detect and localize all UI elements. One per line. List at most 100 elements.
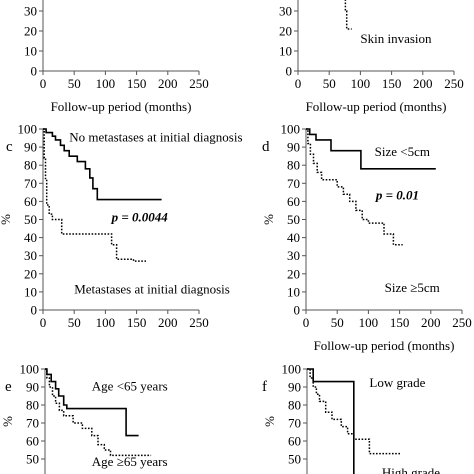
y-tick-label: 40 [287,230,300,245]
x-tick-label: 50 [68,315,81,330]
y-tick-label: 70 [288,416,301,431]
panel-label-c: c [6,139,13,155]
y-tick-label: 10 [24,44,37,59]
y-tick-label: 60 [287,194,300,209]
y-tick-label: 70 [287,176,300,191]
x-tick-label: 150 [127,315,147,330]
y-tick-label: 30 [24,4,37,19]
x-tick-label: 100 [96,76,116,91]
curve-label: High grade [382,465,440,474]
panel-b: 010203040050100150200250Follow-up period… [279,0,464,114]
x-tick-label: 200 [158,315,178,330]
y-tick-label: 10 [279,44,292,59]
x-tick-label: 250 [444,76,464,91]
y-axis-title: % [262,416,277,427]
y-tick-label: 50 [287,212,300,227]
y-tick-label: 10 [287,284,300,299]
panel-label-e: e [5,379,12,395]
y-tick-label: 90 [288,380,301,395]
y-tick-label: 90 [26,380,39,395]
y-tick-label: 80 [24,158,37,173]
y-tick-label: 20 [24,24,37,39]
x-tick-label: 200 [158,76,178,91]
x-tick-label: 100 [359,315,379,330]
x-tick-label: 250 [452,315,472,330]
y-tick-label: 100 [281,122,301,137]
y-tick-label: 60 [288,434,301,449]
x-tick-label: 150 [127,76,147,91]
x-tick-label: 250 [189,315,209,330]
x-tick-label: 200 [413,76,433,91]
y-tick-label: 60 [26,434,39,449]
y-tick-label: 70 [26,416,39,431]
y-tick-label: 0 [31,303,38,318]
y-tick-label: 90 [24,140,37,155]
km-curve-age-65-years [45,368,139,437]
panel-label-f: f [262,379,267,395]
y-tick-label: 30 [279,4,292,19]
km-curve-skin-invasion [344,0,352,30]
y-tick-label: 10 [24,284,37,299]
x-tick-label: 0 [303,315,310,330]
y-tick-label: 20 [24,266,37,281]
panel-a: 010203040050100150200250Follow-up period… [24,0,209,114]
panel-f: 50 60 70 80 90 100% f Low grade High grade [262,362,440,474]
x-tick-label: 100 [96,315,116,330]
y-axis-title: % [261,214,276,225]
p-value-label: p = 0.01 [375,188,419,203]
y-tick-label: 100 [20,362,40,377]
y-tick-label: 50 [24,212,37,227]
y-tick-label: 20 [279,24,292,39]
y-tick-label: 20 [287,266,300,281]
y-tick-label: 60 [24,194,37,209]
panel-c: 0 10 20 30 40 50 60 70 80 90 100 0 50 100 150 200 250% c N… [0,122,243,331]
curve-label: Size <5cm [375,144,430,159]
curve-label: Skin invasion [360,31,432,46]
x-tick-label: 200 [421,315,441,330]
x-tick-label: 150 [390,315,410,330]
km-curve-high-grade [307,368,401,455]
x-tick-label: 50 [323,76,336,91]
y-axis-title: % [0,214,13,225]
curve-label: Age ≥65 years [92,454,168,469]
x-tick-label: 0 [40,315,47,330]
y-tick-label: 80 [288,398,301,413]
y-tick-label: 80 [287,158,300,173]
km-curve-low-grade [307,368,355,474]
y-tick-label: 50 [26,452,39,467]
x-tick-label: 50 [331,315,344,330]
panel-e: 50 60 70 80 90 100% e Age <65 years Age ≥65 year… [0,362,168,474]
x-axis-title: Follow-up period (months) [51,99,192,114]
km-curve-size-5cm [306,128,403,246]
y-tick-label: 90 [287,140,300,155]
y-tick-label: 70 [24,176,37,191]
p-value-label: p = 0.0044 [111,209,169,224]
y-tick-label: 0 [286,64,293,79]
panel-d: 0 10 20 30 40 50 60 70 80 90 100 0 50 100 150 200 250 Fol… [261,122,472,354]
y-tick-label: 40 [24,230,37,245]
km-curve-metastases-at-initial-diagnosis [43,128,146,262]
panel-label-d: d [262,139,270,155]
x-axis-title: Follow-up period (months) [314,338,455,353]
km-curve-size-5cm [306,128,436,170]
y-tick-label: 100 [282,362,302,377]
y-tick-label: 0 [31,64,38,79]
y-tick-label: 50 [288,452,301,467]
x-tick-label: 150 [382,76,402,91]
y-axis-title: % [0,416,15,427]
x-tick-label: 100 [351,76,371,91]
y-tick-label: 100 [18,122,38,137]
curve-label: Low grade [369,375,425,390]
x-tick-label: 250 [189,76,209,91]
curve-label: Size ≥5cm [385,280,440,295]
curve-label: Metastases at initial diagnosis [74,282,230,297]
x-tick-label: 50 [68,76,81,91]
x-axis-title: Follow-up period (months) [306,99,447,114]
curve-label: No metastases at initial diagnosis [69,130,242,145]
km-curve-age-65-years [45,368,152,457]
y-tick-label: 30 [287,248,300,263]
x-tick-label: 0 [40,76,47,91]
y-tick-label: 80 [26,398,39,413]
x-tick-label: 0 [295,76,302,91]
